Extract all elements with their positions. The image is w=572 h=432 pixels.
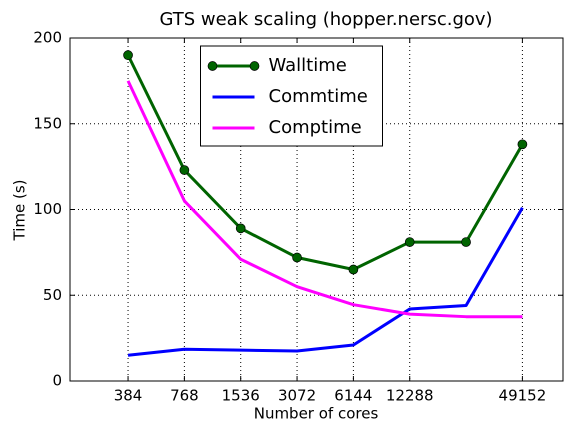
series-line <box>127 207 524 357</box>
legend-label: Comptime <box>269 117 362 138</box>
point-marker <box>404 237 415 247</box>
x-tick-label: 12288 <box>386 387 434 405</box>
point-marker <box>461 237 471 247</box>
point-marker <box>348 264 359 275</box>
y-tick-label: 150 <box>33 114 62 132</box>
plot-frame <box>69 37 564 382</box>
point-marker <box>292 252 302 263</box>
legend-marker <box>207 61 218 71</box>
point-marker <box>235 223 246 234</box>
legend-marker <box>249 61 260 71</box>
x-tick-label: 384 <box>114 387 143 405</box>
x-tick-label: 1536 <box>222 387 260 405</box>
point-marker <box>517 139 528 150</box>
y-tick-label: 50 <box>43 286 62 304</box>
y-axis-label: Time (s) <box>11 180 29 242</box>
legend-label: Commtime <box>269 86 368 107</box>
x-tick-label: 768 <box>170 387 199 405</box>
point-marker <box>123 50 133 61</box>
point-marker <box>179 165 190 175</box>
y-tick-label: 100 <box>33 200 62 218</box>
series-line <box>126 54 524 272</box>
chart-title: GTS weak scaling (hopper.nersc.gov) <box>159 9 492 30</box>
x-tick-label: 49152 <box>499 387 547 405</box>
y-tick-label: 200 <box>33 29 62 47</box>
series-line <box>126 80 523 319</box>
y-tick-label: 0 <box>52 372 62 390</box>
x-tick-label: 6144 <box>334 387 372 405</box>
legend-label: Walltime <box>269 55 347 76</box>
x-axis-label: Number of cores <box>254 405 379 423</box>
x-tick-label: 3072 <box>278 387 316 405</box>
